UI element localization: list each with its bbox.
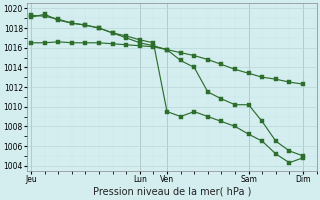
X-axis label: Pression niveau de la mer( hPa ): Pression niveau de la mer( hPa ) <box>92 187 251 197</box>
